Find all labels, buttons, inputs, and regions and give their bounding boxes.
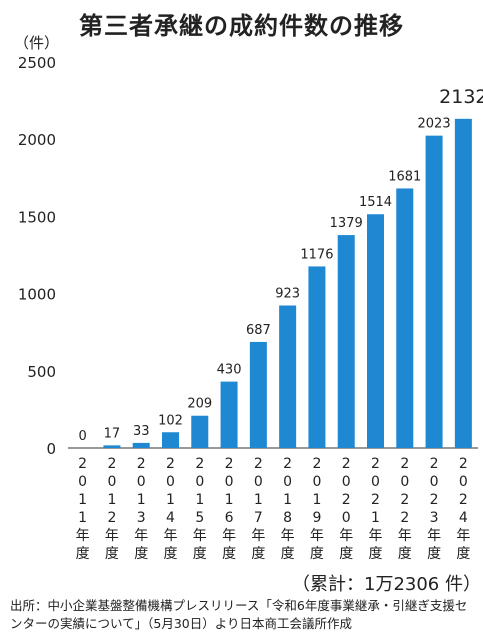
bar	[132, 442, 150, 448]
value-label: 687	[246, 323, 271, 338]
x-tick-label: 2 0 1 1 年度	[76, 456, 90, 562]
value-label: 0	[79, 429, 87, 444]
bar	[249, 341, 267, 448]
x-tick-label: 2 0 2 3 年度	[427, 456, 441, 562]
bar	[279, 305, 297, 448]
bar	[220, 381, 238, 448]
value-label: 430	[217, 363, 242, 378]
bar	[337, 235, 355, 448]
x-tick-label: 2 0 2 4 年度	[456, 456, 470, 562]
value-label: 1176	[300, 247, 333, 262]
value-label: 1514	[359, 195, 392, 210]
y-tick-label: 2500	[18, 54, 56, 72]
value-label: 1681	[388, 169, 421, 184]
bar	[162, 432, 179, 448]
x-tick-label: 2 0 2 1 年度	[369, 456, 383, 562]
x-tick-label: 2 0 1 6 年度	[222, 456, 236, 562]
x-tick-label: 2 0 1 8 年度	[281, 456, 295, 562]
y-tick-label: 2000	[18, 131, 56, 149]
value-label: 2023	[418, 117, 451, 132]
bar	[396, 188, 414, 448]
value-label: 102	[158, 413, 183, 428]
bar	[367, 214, 384, 448]
bar	[308, 266, 326, 448]
y-tick-label: 1500	[18, 208, 56, 226]
bar	[103, 445, 121, 448]
x-axis: 2 0 1 1 年度 2 0 1 2 年度 2 0 1 3 年度 2 0 1 4 年度 2 0 1 5 年度 2 0 1 6 年度 2 0 1 7…	[76, 456, 471, 562]
x-tick-label: 2 0 2 0 年度	[339, 456, 353, 562]
x-tick-label: 2 0 1 5 年度	[193, 456, 207, 562]
x-tick-label: 2 0 1 3 年度	[134, 456, 148, 562]
y-tick-label: 500	[27, 363, 56, 381]
value-labels: 0 17 33 102 209 430 687 923 1176 1379 1514 1681 2023…	[79, 86, 483, 444]
value-label: 923	[275, 286, 300, 301]
cumulative-total: （累計：1万2306 件）	[292, 574, 481, 595]
value-label: 1379	[330, 216, 363, 231]
y-tick-label: 0	[46, 440, 56, 458]
bar	[454, 118, 472, 448]
y-tick-label: 1000	[18, 286, 56, 304]
x-tick-label: 2 0 1 2 年度	[105, 456, 119, 562]
chart-title: 第三者承継の成約件数の推移	[79, 12, 404, 40]
value-label: 17	[104, 426, 121, 441]
source-note: 出所：中小企業基盤整備機構プレスリリース「令和6年度事業継承・引継ぎ支援センター…	[10, 598, 468, 631]
value-label: 209	[187, 397, 212, 412]
x-tick-label: 2 0 2 2 年度	[398, 456, 412, 562]
x-tick-label: 2 0 1 9 年度	[310, 456, 324, 562]
x-tick-label: 2 0 1 4 年度	[164, 456, 178, 562]
y-axis: 0 500 1000 1500 2000 2500	[18, 54, 56, 458]
bar	[425, 135, 443, 448]
y-axis-unit-label: （件）	[14, 34, 60, 52]
bars	[103, 118, 472, 448]
value-label: 33	[133, 424, 150, 439]
x-tick-label: 2 0 1 7 年度	[251, 456, 265, 562]
value-label: 2132	[439, 86, 483, 108]
bar	[191, 415, 209, 448]
